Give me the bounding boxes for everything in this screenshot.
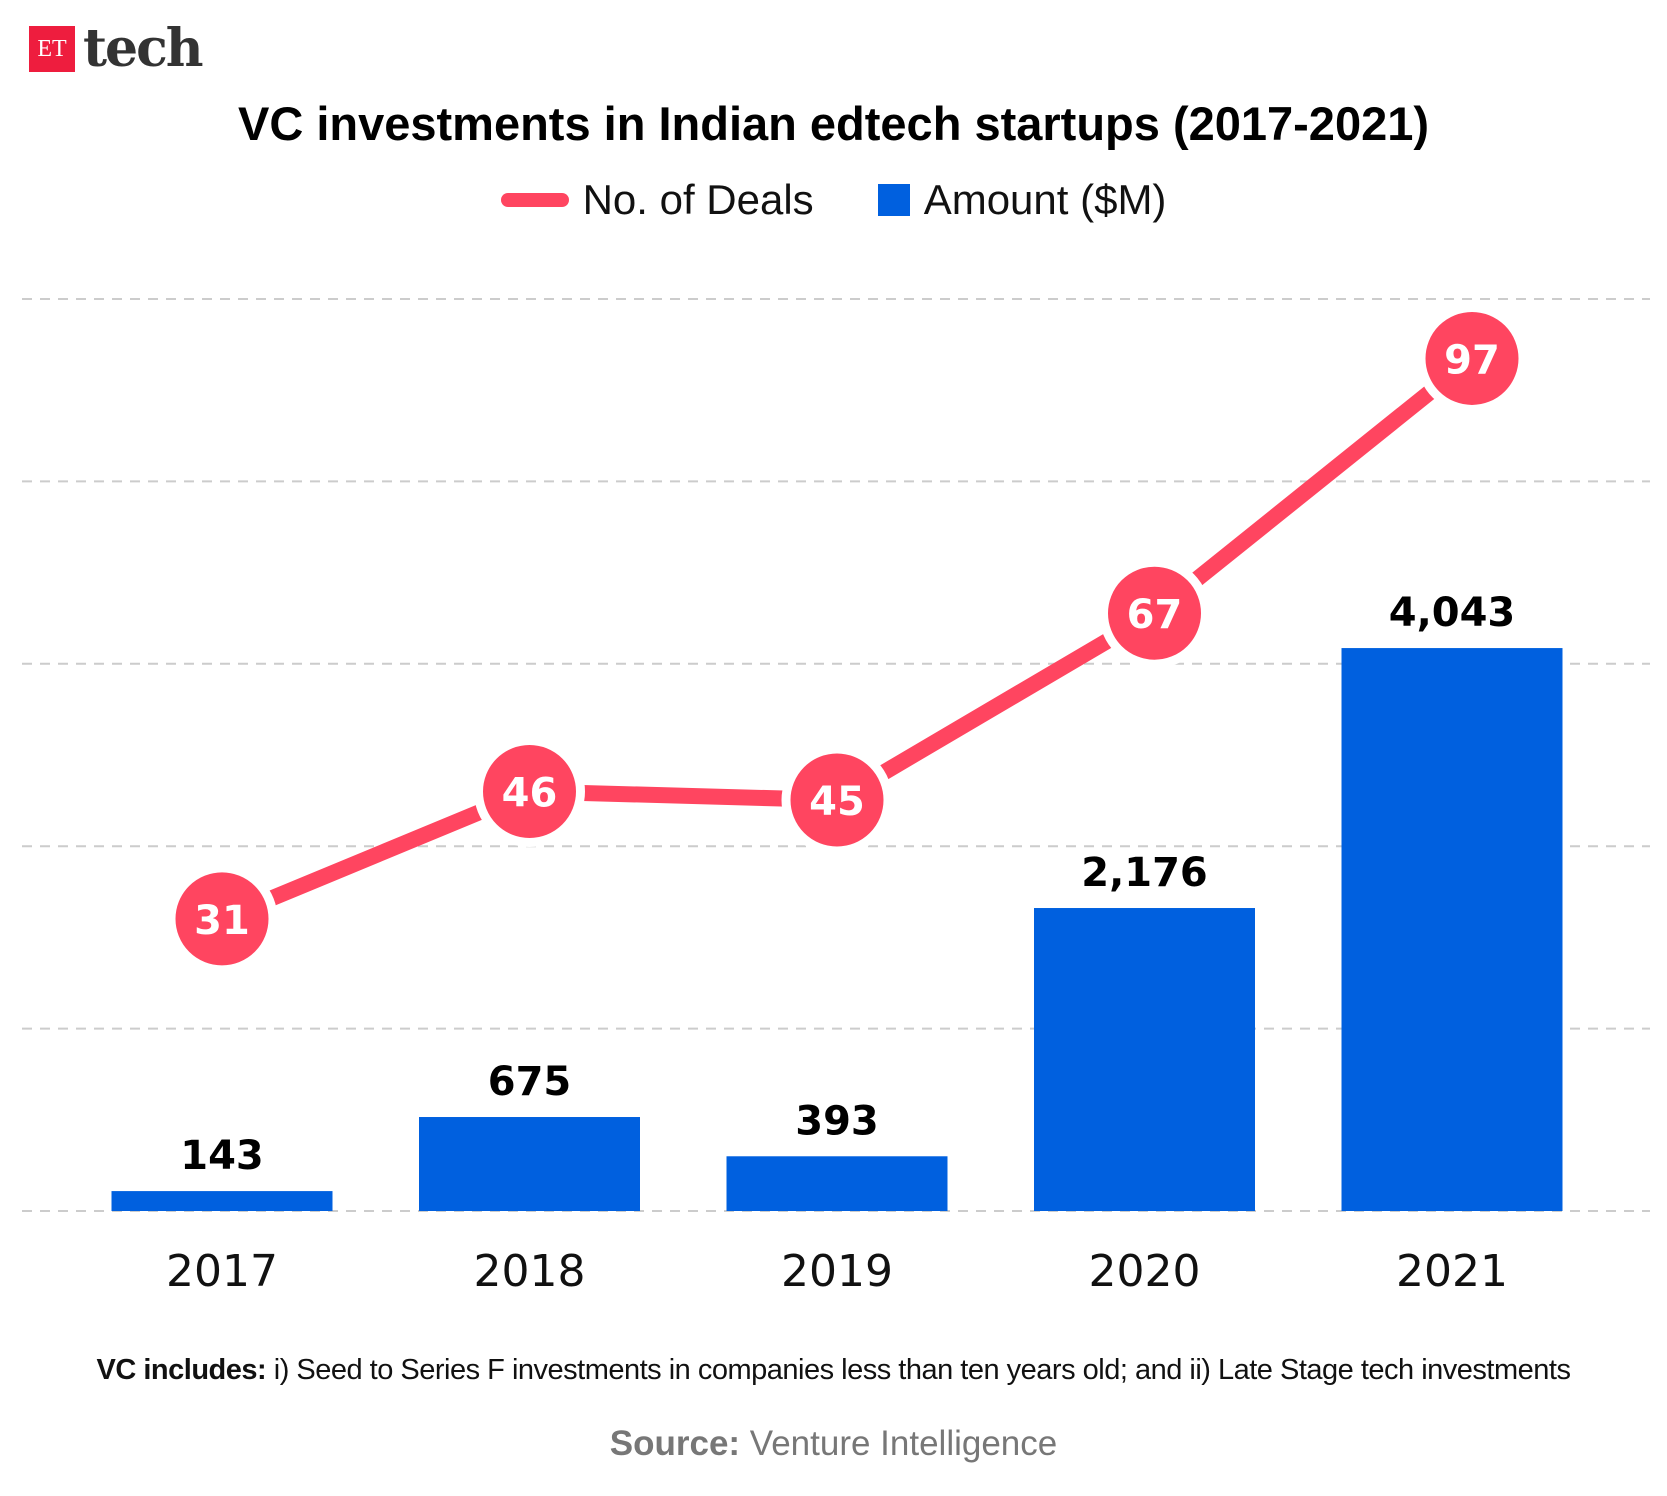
deals-point xyxy=(781,744,893,856)
bar-label: 675 xyxy=(488,1059,572,1105)
deals-point xyxy=(1416,302,1528,414)
bar-2019 xyxy=(726,1156,948,1211)
x-tick-label: 2017 xyxy=(166,1246,278,1297)
chart-title: VC investments in Indian edtech startups… xyxy=(237,97,1430,150)
bar-2017 xyxy=(111,1191,333,1211)
x-tick-label: 2020 xyxy=(1089,1246,1201,1297)
ettech-logo: ET tech xyxy=(29,18,204,79)
legend-amount-swatch xyxy=(877,184,910,216)
bar-label: 2,176 xyxy=(1081,850,1208,896)
legend-deals-swatch xyxy=(500,193,569,207)
bar-label: 4,043 xyxy=(1389,590,1516,636)
source-text: Venture Intelligence xyxy=(740,1424,1058,1463)
bar-2018 xyxy=(419,1117,640,1211)
bar-label: 143 xyxy=(180,1133,264,1179)
deals-point xyxy=(166,863,278,975)
deals-label: 46 xyxy=(502,771,558,817)
source: Source: Venture Intelligence xyxy=(0,1424,1667,1464)
footnote-text: i) Seed to Series F investments in compa… xyxy=(266,1354,1571,1386)
chart-area: 143 2017 675 2018 393 2019 2,176 2020 4,043 2021 3… xyxy=(22,298,1650,1297)
bar-2021 xyxy=(1341,648,1563,1211)
deals-point xyxy=(474,736,585,848)
deals-label: 45 xyxy=(809,779,865,825)
footnote-bold: VC includes: xyxy=(96,1354,267,1386)
logo-et-box: ET xyxy=(29,26,75,72)
deals-point xyxy=(1099,557,1210,669)
x-tick-label: 2018 xyxy=(474,1246,586,1297)
x-tick-label: 2019 xyxy=(781,1246,893,1297)
logo-tech-text: tech xyxy=(83,18,204,79)
source-bold: Source: xyxy=(609,1424,741,1463)
bar-label: 393 xyxy=(795,1098,879,1144)
deals-label: 67 xyxy=(1127,592,1183,638)
x-tick-label: 2021 xyxy=(1396,1246,1508,1297)
legend-deals-label: No. of Deals xyxy=(582,176,814,223)
footnote: VC includes: i) Seed to Series F investm… xyxy=(0,1354,1667,1387)
deals-label: 97 xyxy=(1444,337,1500,383)
legend-amount-label: Amount ($M) xyxy=(923,176,1167,223)
deals-label: 31 xyxy=(194,898,250,944)
bar-2020 xyxy=(1034,908,1255,1211)
legend: No. of Deals Amount ($M) xyxy=(0,176,1667,224)
